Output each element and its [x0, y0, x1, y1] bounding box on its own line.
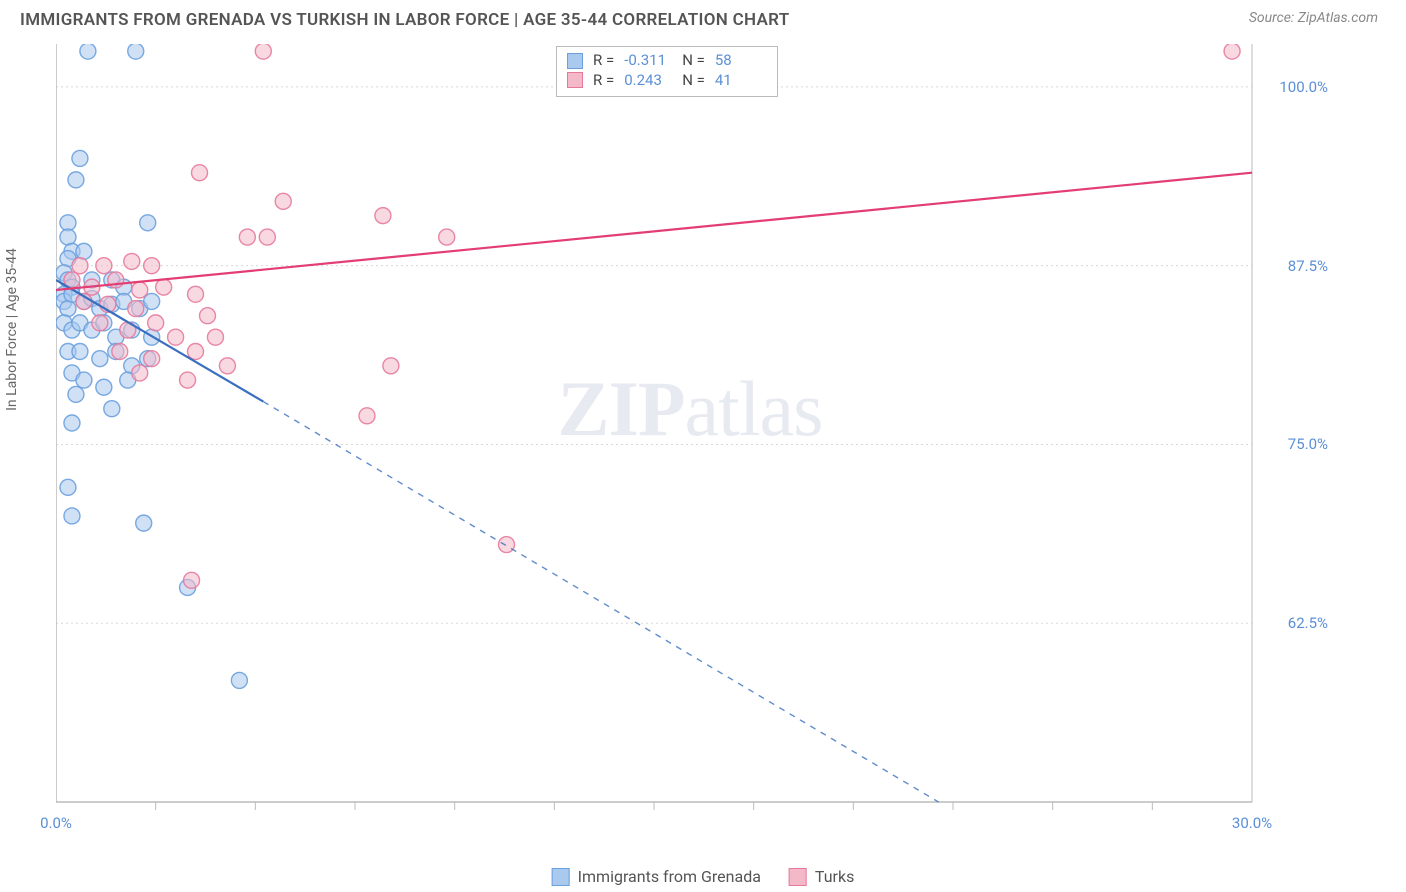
- legend-swatch: [552, 868, 570, 886]
- legend: Immigrants from Grenada Turks: [552, 867, 855, 886]
- chart-container: In Labor Force | Age 35-44 ZIPatlas 62.5…: [20, 44, 1396, 892]
- y-tick-label: 100.0%: [1279, 78, 1328, 96]
- y-axis-label: In Labor Force | Age 35-44: [4, 248, 20, 411]
- legend-label: Turks: [815, 867, 854, 886]
- legend-swatch: [789, 868, 807, 886]
- y-tick-label: 87.5%: [1288, 257, 1328, 275]
- n-label: N =: [682, 71, 705, 91]
- x-tick-label: 30.0%: [1232, 814, 1272, 832]
- series-swatch: [567, 72, 583, 88]
- legend-item-grenada: Immigrants from Grenada: [552, 867, 761, 886]
- correlation-row: R = -0.311 N = 58: [567, 51, 765, 71]
- legend-label: Immigrants from Grenada: [578, 867, 761, 886]
- y-tick-label: 75.0%: [1288, 435, 1328, 453]
- r-value: -0.311: [624, 51, 674, 71]
- correlation-row: R = 0.243 N = 41: [567, 71, 765, 91]
- n-value: 41: [715, 71, 765, 91]
- r-label: R =: [593, 71, 614, 91]
- r-label: R =: [593, 51, 614, 71]
- chart-header: IMMIGRANTS FROM GRENADA VS TURKISH IN LA…: [0, 0, 1406, 32]
- legend-item-turks: Turks: [789, 867, 854, 886]
- y-tick-label: 62.5%: [1288, 614, 1328, 632]
- x-tick-label: 0.0%: [40, 814, 72, 832]
- r-value: 0.243: [624, 71, 674, 91]
- scatter-plot: ZIPatlas 62.5%75.0%87.5%100.0%0.0%30.0%R…: [56, 44, 1324, 838]
- chart-title: IMMIGRANTS FROM GRENADA VS TURKISH IN LA…: [20, 10, 789, 30]
- n-value: 58: [715, 51, 765, 71]
- n-label: N =: [682, 51, 705, 71]
- source-label: Source: ZipAtlas.com: [1249, 10, 1378, 26]
- series-swatch: [567, 53, 583, 69]
- correlation-box: R = -0.311 N = 58 R = 0.243 N = 41: [556, 46, 778, 97]
